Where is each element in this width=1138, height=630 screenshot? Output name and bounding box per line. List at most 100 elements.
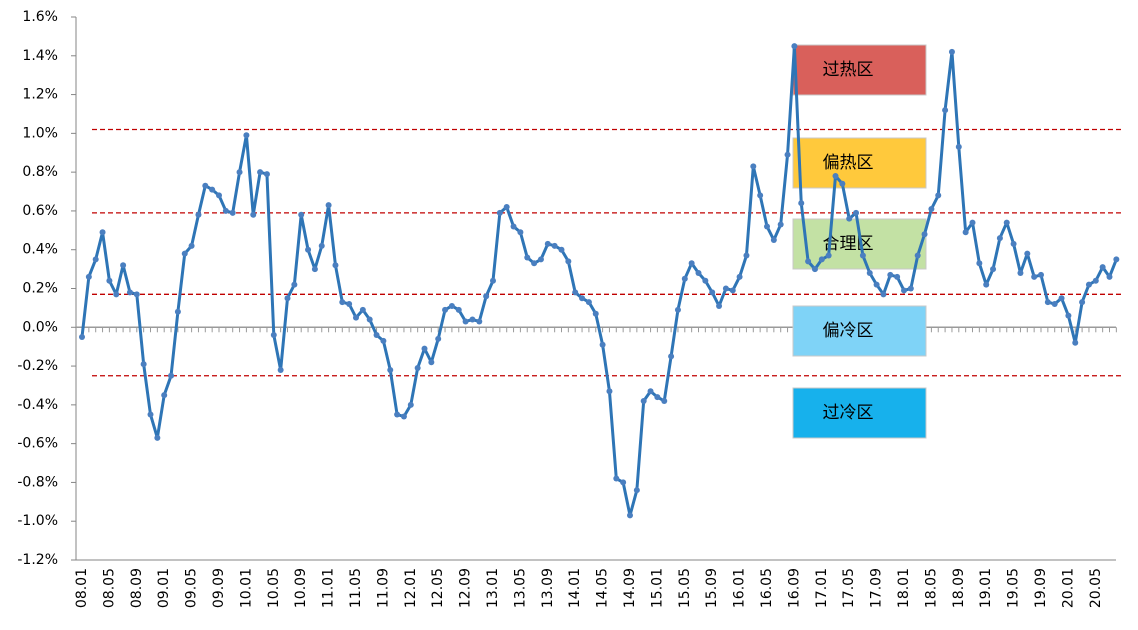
- series-marker: [729, 287, 736, 294]
- x-tick-label: 20.01: [1060, 568, 1076, 608]
- series-marker: [757, 192, 764, 199]
- series-marker: [120, 262, 127, 269]
- zone-label: 偏热区: [823, 153, 874, 173]
- series-marker: [620, 479, 627, 486]
- series-marker: [935, 192, 942, 199]
- series-marker: [743, 252, 750, 259]
- series-marker: [798, 200, 805, 207]
- x-tick-label: 11.09: [375, 568, 391, 608]
- zone: 过冷区: [792, 387, 927, 439]
- y-tick-label: 1.4%: [22, 48, 58, 64]
- series-marker: [462, 318, 469, 325]
- series-marker: [483, 293, 490, 300]
- series-marker: [688, 260, 695, 267]
- series-marker: [469, 316, 476, 323]
- series-marker: [942, 107, 949, 114]
- series-marker: [921, 231, 928, 238]
- series-marker: [133, 291, 140, 298]
- series-marker: [236, 169, 243, 176]
- series-marker: [140, 361, 147, 368]
- zone-box: [792, 137, 927, 189]
- series-marker: [709, 289, 716, 296]
- y-tick-label: 1.6%: [22, 9, 58, 25]
- series-marker: [428, 359, 435, 366]
- series-marker: [346, 301, 353, 308]
- x-tick-label: 16.05: [759, 568, 775, 608]
- series-marker: [880, 291, 887, 298]
- series-marker: [668, 353, 675, 360]
- series-marker: [887, 271, 894, 278]
- series-marker: [126, 289, 133, 296]
- series-marker: [1058, 295, 1065, 302]
- series-marker: [907, 285, 914, 292]
- x-tick-label: 12.09: [458, 568, 474, 608]
- x-tick-label: 13.05: [512, 568, 528, 608]
- series-marker: [633, 487, 640, 494]
- series-marker: [318, 242, 325, 249]
- series-marker: [537, 256, 544, 263]
- series-marker: [1038, 271, 1044, 278]
- y-tick-label: 0.6%: [22, 203, 58, 219]
- y-tick-label: -0.4%: [17, 397, 58, 413]
- series-marker: [476, 318, 483, 325]
- y-tick-label: -0.6%: [17, 436, 58, 452]
- series-marker: [558, 246, 565, 253]
- series-marker: [1065, 312, 1072, 319]
- series-marker: [1003, 219, 1010, 226]
- series-marker: [147, 411, 154, 418]
- series-marker: [640, 397, 647, 404]
- series-marker: [510, 223, 517, 230]
- series-marker: [325, 202, 332, 209]
- series-marker: [216, 192, 222, 199]
- series-marker: [79, 333, 85, 340]
- series-marker: [387, 366, 394, 373]
- x-tick-label: 16.01: [732, 568, 748, 608]
- series-marker: [805, 258, 812, 265]
- series-marker: [969, 219, 976, 226]
- series-marker: [948, 48, 955, 55]
- series-marker: [161, 392, 168, 399]
- series-marker: [263, 171, 270, 178]
- x-tick-label: 17.05: [841, 568, 857, 608]
- zone-box: [792, 387, 927, 439]
- series-marker: [442, 306, 449, 313]
- series-marker: [311, 266, 318, 273]
- series-marker: [873, 281, 880, 288]
- series-marker: [202, 182, 209, 189]
- x-tick-label: 08.09: [129, 568, 145, 608]
- series-marker: [1017, 269, 1024, 276]
- series-marker: [572, 289, 579, 296]
- series-marker: [674, 306, 681, 313]
- x-tick-label: 17.01: [814, 568, 830, 608]
- x-tick-label: 11.05: [348, 568, 364, 608]
- x-tick-label: 15.09: [704, 568, 720, 608]
- y-tick-label: 0.0%: [22, 319, 58, 335]
- series-marker: [579, 295, 586, 302]
- series-marker: [181, 250, 188, 257]
- series-marker: [544, 240, 551, 247]
- series-marker: [421, 345, 428, 352]
- x-tick-label: 20.05: [1088, 568, 1104, 608]
- series-marker: [770, 237, 777, 244]
- series-line: [80, 44, 1118, 517]
- series-marker: [722, 285, 729, 292]
- series-marker: [654, 394, 661, 401]
- series-marker: [168, 372, 175, 379]
- series-marker: [380, 337, 387, 344]
- series-marker: [448, 302, 455, 309]
- series-marker: [106, 277, 113, 284]
- zone-label: 偏冷区: [823, 321, 874, 341]
- x-tick-label: 09.09: [211, 568, 227, 608]
- series-marker: [976, 260, 983, 267]
- series-marker: [983, 281, 990, 288]
- x-tick-label: 09.01: [156, 568, 172, 608]
- series-marker: [716, 302, 723, 309]
- series-marker: [764, 223, 770, 230]
- series-marker: [1024, 250, 1031, 257]
- series-marker: [613, 475, 620, 482]
- series-marker: [791, 43, 798, 50]
- series-marker: [298, 211, 305, 218]
- series-marker: [154, 434, 161, 441]
- series-marker: [866, 269, 873, 276]
- series-marker: [524, 254, 531, 261]
